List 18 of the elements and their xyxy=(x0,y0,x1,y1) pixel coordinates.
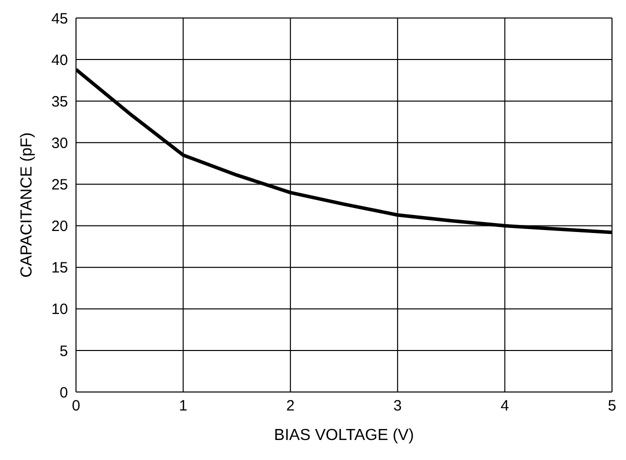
x-axis-title: BIAS VOLTAGE (V) xyxy=(274,427,414,444)
y-tick-label: 30 xyxy=(51,134,68,152)
y-tick-label: 20 xyxy=(51,218,68,236)
y-tick-label: 40 xyxy=(51,52,68,69)
y-tick-label: 35 xyxy=(51,93,68,110)
y-tick-label: 0 xyxy=(60,384,68,402)
x-tick-label: 0 xyxy=(72,398,80,415)
x-tick-label: 2 xyxy=(286,398,295,415)
x-tick-label: 5 xyxy=(608,398,616,415)
y-tick-label: 10 xyxy=(51,301,68,318)
y-tick-label: 5 xyxy=(60,342,68,360)
y-axis-title: CAPACITANCE (pF) xyxy=(18,132,36,278)
x-tick-label: 3 xyxy=(393,398,402,415)
y-tick-label: 45 xyxy=(51,10,68,28)
y-tick-label: 15 xyxy=(51,260,68,277)
x-tick-label: 4 xyxy=(500,398,509,415)
y-tick-label: 25 xyxy=(51,176,68,194)
x-tick-label: 1 xyxy=(179,398,188,415)
